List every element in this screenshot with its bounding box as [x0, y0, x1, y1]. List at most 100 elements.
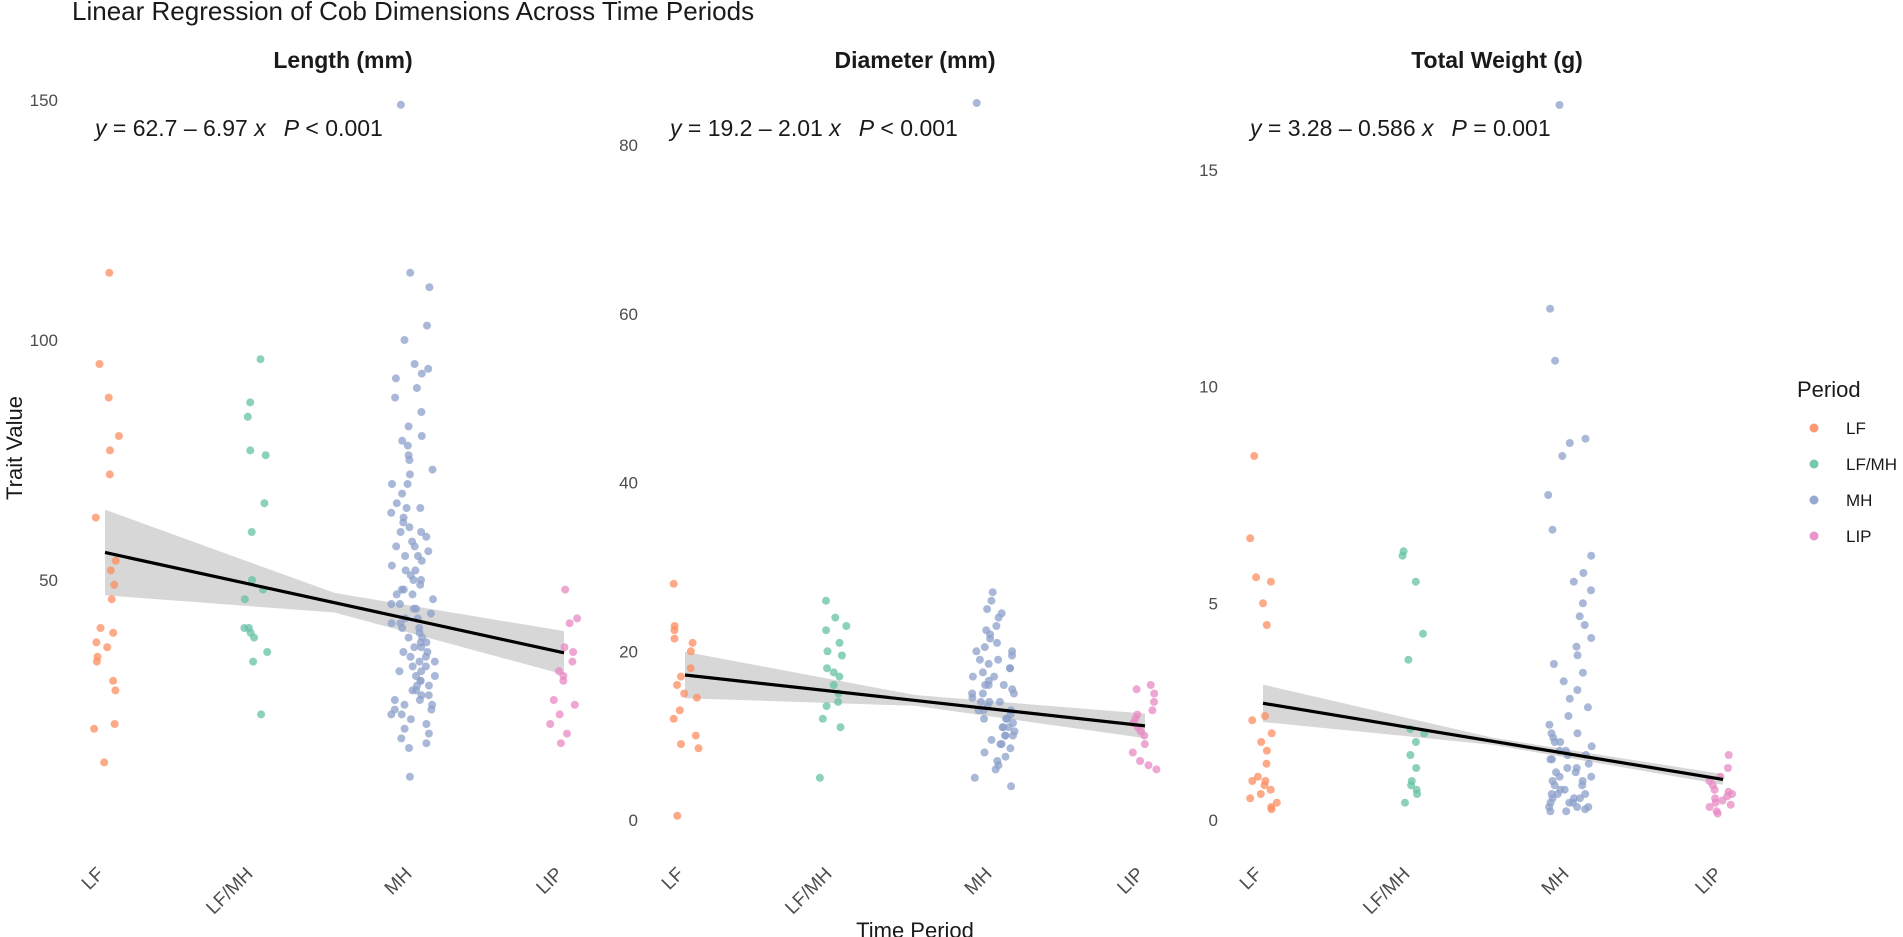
panel-title: Length (mm): [273, 47, 412, 73]
data-point: [90, 724, 99, 733]
data-point: [1547, 729, 1556, 738]
data-point: [417, 667, 426, 676]
data-point: [406, 652, 415, 661]
y-tick-label: 150: [30, 91, 58, 110]
data-point: [976, 697, 985, 706]
data-point: [556, 739, 565, 748]
data-point: [257, 710, 266, 719]
confidence-band: [1263, 684, 1723, 785]
data-point: [1573, 651, 1582, 660]
legend: Period LF LF/MH MH LIP: [1797, 377, 1897, 546]
data-point: [399, 518, 408, 527]
regression-line: [1262, 701, 1724, 782]
data-point: [568, 657, 577, 666]
data-point: [1551, 356, 1560, 365]
data-point: [1724, 764, 1732, 772]
y-tick-label: 10: [1199, 378, 1218, 397]
data-point: [822, 596, 830, 605]
data-point: [980, 714, 988, 723]
data-point: [1578, 781, 1587, 790]
data-point: [387, 508, 396, 517]
data-point: [391, 374, 400, 383]
data-point: [408, 686, 417, 695]
data-point: [1552, 768, 1560, 777]
data-point: [1581, 790, 1590, 798]
data-point: [405, 523, 414, 532]
data-point: [1252, 573, 1261, 582]
data-point: [392, 590, 401, 599]
data-point: [1260, 781, 1269, 790]
data-point: [563, 729, 571, 738]
data-point: [399, 648, 408, 656]
data-point: [397, 710, 406, 719]
x-tick-label: MH: [961, 864, 997, 900]
data-point: [1262, 621, 1271, 629]
data-point: [1584, 803, 1593, 811]
data-point: [968, 689, 977, 698]
data-point: [249, 657, 258, 666]
data-point: [980, 643, 989, 652]
data-point: [968, 672, 977, 681]
data-point: [396, 619, 405, 628]
data-point: [409, 576, 418, 584]
data-point: [109, 676, 118, 685]
x-tick-label: MH: [1538, 864, 1574, 900]
data-point: [391, 393, 400, 402]
data-point: [986, 634, 995, 643]
data-point: [1132, 685, 1141, 694]
data-point: [990, 672, 999, 681]
data-point: [260, 499, 269, 508]
data-point: [1572, 642, 1581, 651]
data-point: [1587, 772, 1596, 781]
data-point: [829, 668, 838, 677]
data-point: [1007, 782, 1016, 791]
x-tick-label: LF/MH: [781, 864, 836, 919]
data-point: [1724, 751, 1733, 759]
data-point: [1148, 706, 1157, 715]
data-point: [1573, 729, 1582, 738]
data-point: [1008, 731, 1017, 740]
data-point: [92, 638, 101, 647]
data-point: [1266, 785, 1275, 794]
data-point: [392, 499, 401, 508]
data-point: [988, 588, 997, 597]
data-point: [1587, 742, 1596, 751]
data-point: [1006, 744, 1015, 753]
data-point: [416, 676, 425, 685]
data-point: [1575, 612, 1584, 621]
data-point: [422, 532, 431, 541]
data-point: [406, 715, 415, 724]
data-point: [1136, 757, 1145, 765]
data-point: [1140, 740, 1149, 749]
data-point: [423, 648, 432, 656]
legend-item: LIP: [1809, 527, 1872, 546]
data-point: [994, 613, 1003, 622]
data-point: [995, 697, 1004, 706]
panel-title: Diameter (mm): [834, 47, 995, 73]
data-point: [1581, 434, 1590, 443]
data-point: [991, 765, 1000, 774]
data-point: [1152, 765, 1161, 774]
data-point: [424, 547, 433, 556]
data-point: [670, 634, 679, 643]
data-point: [1555, 101, 1564, 109]
data-point: [100, 758, 109, 767]
data-point: [1550, 738, 1559, 746]
data-point: [1259, 599, 1267, 608]
data-point: [417, 432, 426, 440]
data-point: [1262, 746, 1271, 755]
data-point: [91, 513, 100, 522]
data-point: [835, 638, 844, 647]
data-point: [1267, 729, 1276, 738]
y-tick-label: 60: [619, 305, 638, 324]
data-point: [1001, 731, 1010, 740]
data-point: [1578, 599, 1587, 608]
data-point: [837, 651, 846, 660]
data-point: [836, 723, 845, 732]
data-point: [993, 638, 1001, 647]
data-point: [1573, 803, 1582, 811]
data-point: [822, 702, 831, 711]
data-point: [240, 595, 249, 604]
